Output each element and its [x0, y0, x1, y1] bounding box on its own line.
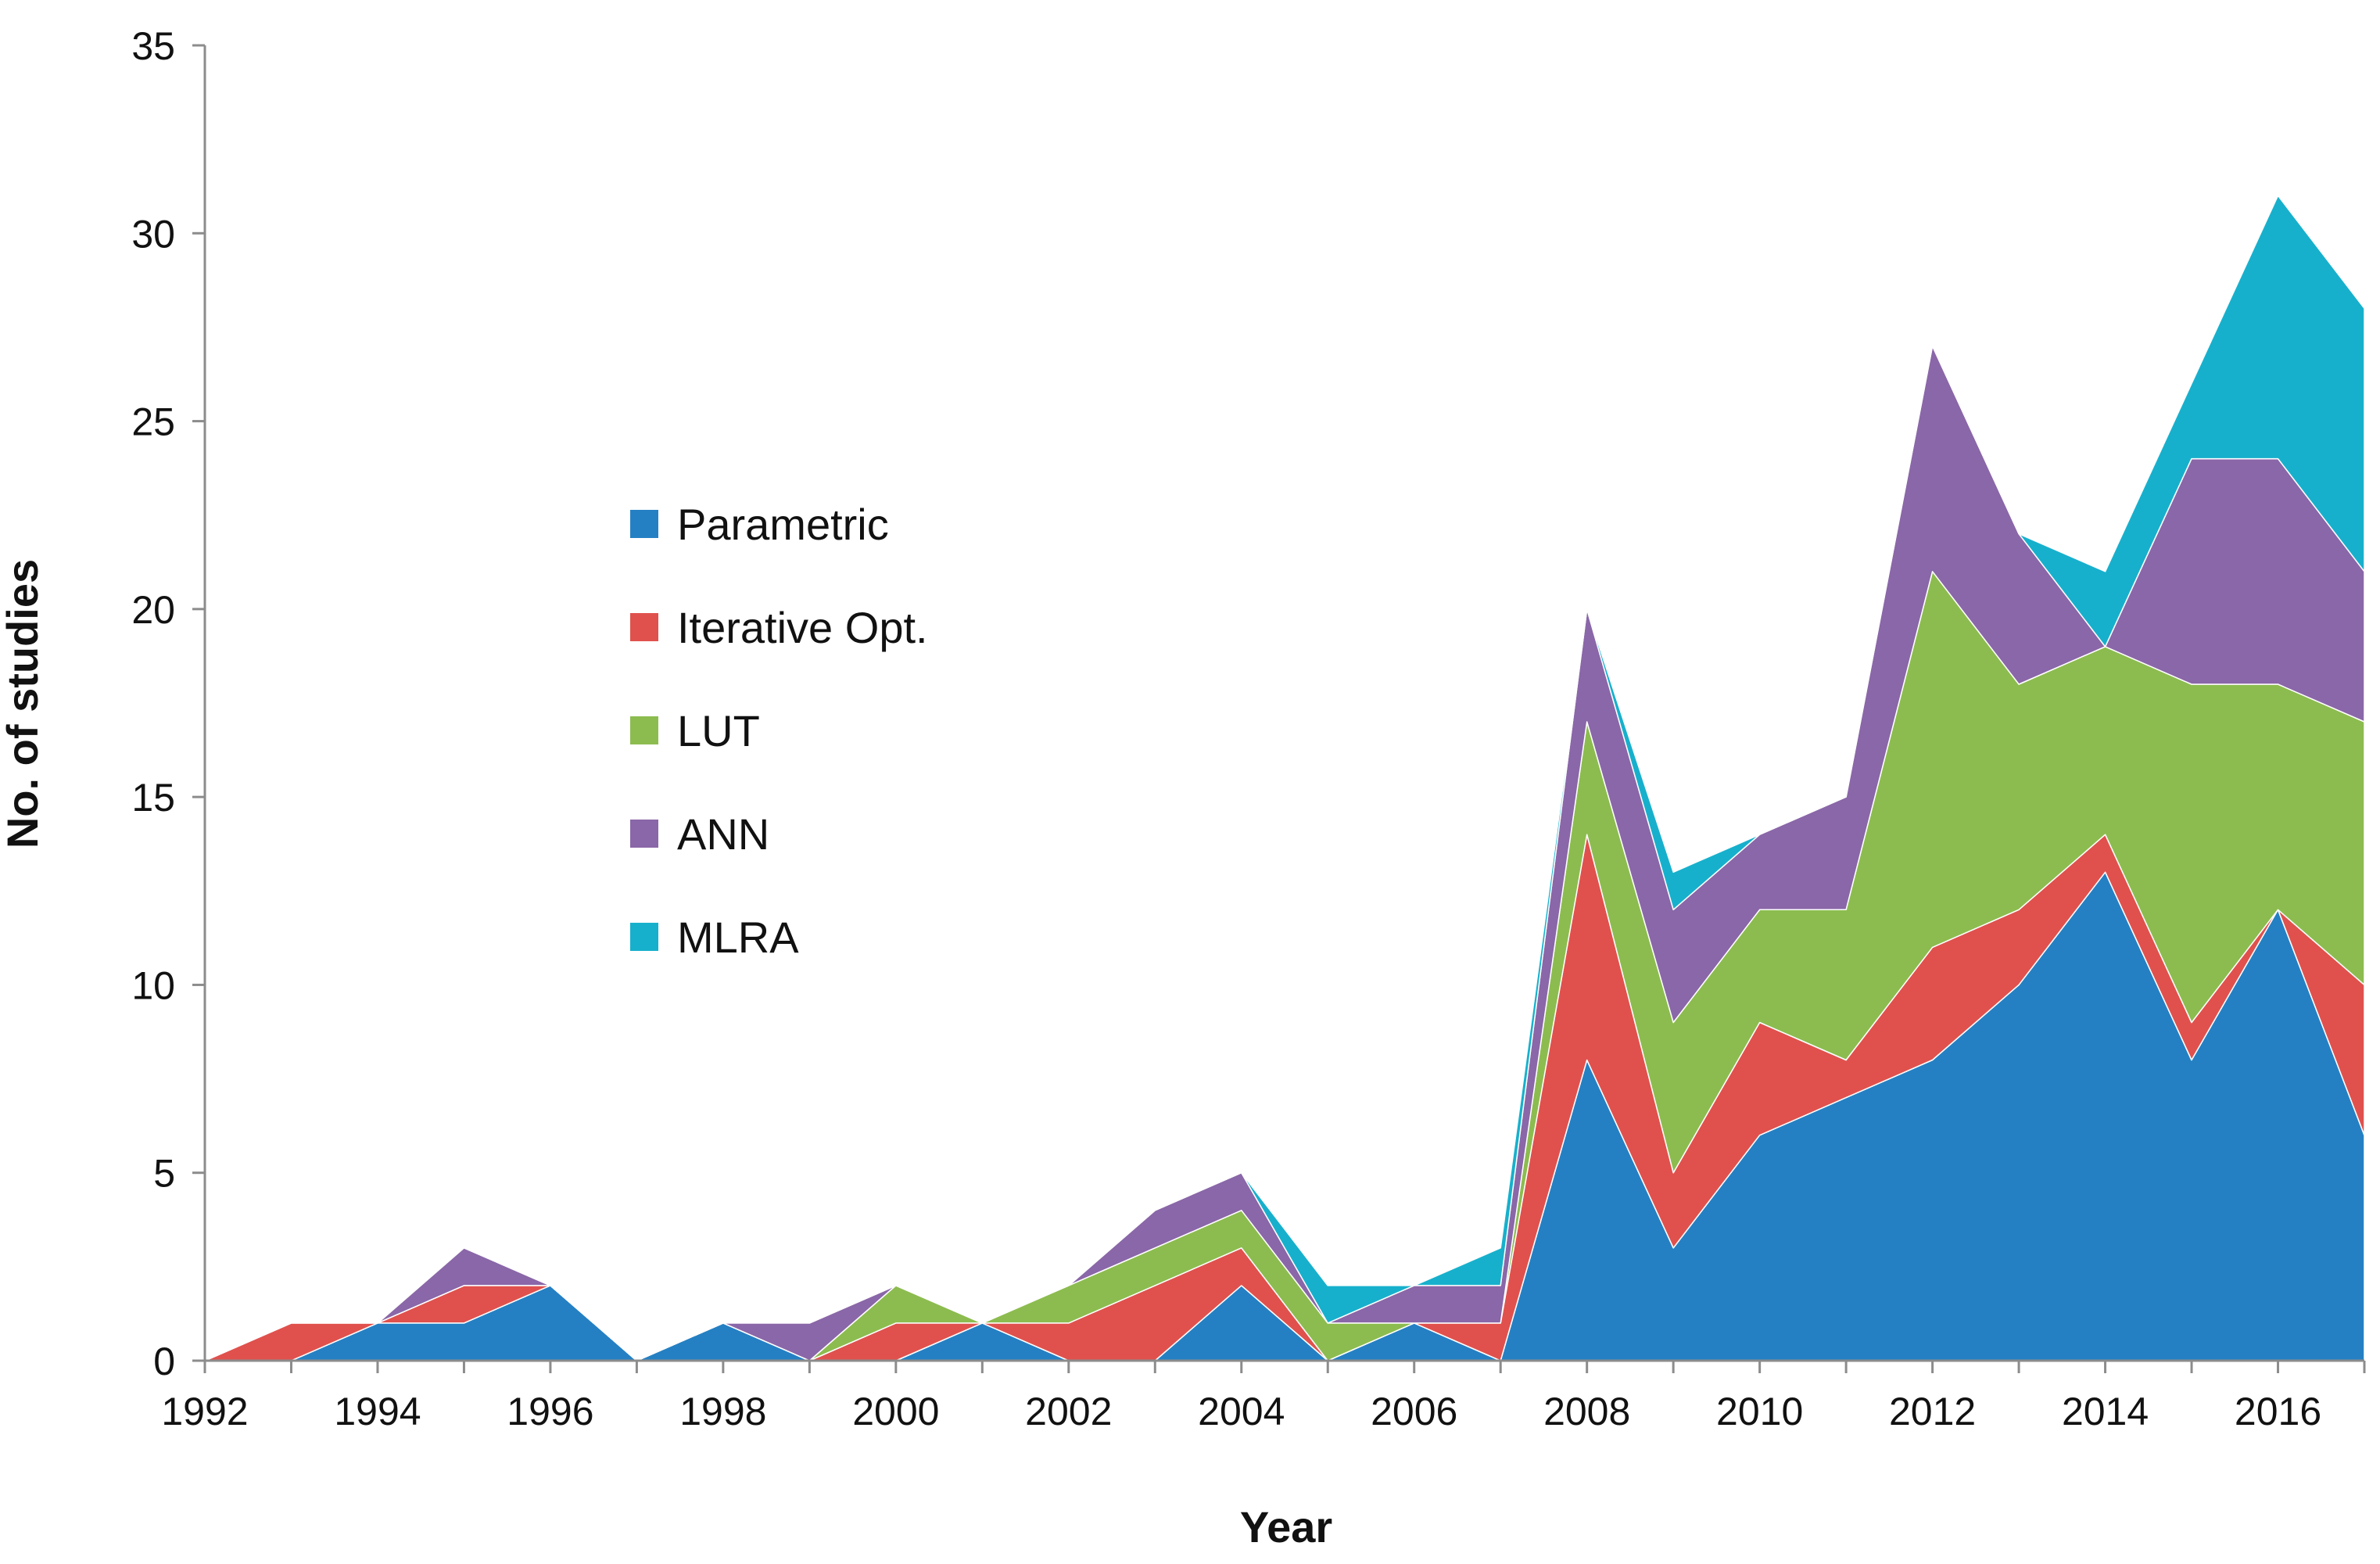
axes-group: [192, 44, 2366, 1373]
x-axis-title: Year: [1240, 1502, 1332, 1551]
x-tick-label: 2014: [2062, 1390, 2149, 1433]
x-tick-label: 1994: [334, 1390, 421, 1433]
y-tick-label: 35: [131, 24, 175, 68]
legend-swatch: [630, 510, 658, 538]
legend-swatch: [630, 923, 658, 951]
x-tick-label: 2004: [1198, 1390, 1285, 1433]
y-tick-label: 10: [131, 963, 175, 1007]
area-series-group: [204, 195, 2365, 1361]
y-tick-label: 20: [131, 588, 175, 632]
legend-label: Iterative Opt.: [677, 603, 928, 652]
area-mlra: [204, 195, 2365, 1361]
y-tick-label: 0: [153, 1340, 175, 1383]
legend-label: Parametric: [677, 500, 889, 549]
legend-label: LUT: [677, 706, 760, 755]
x-tick-label: 2012: [1889, 1390, 1976, 1433]
y-tick-label: 25: [131, 400, 175, 444]
x-tick-labels: 1992 1994 1996 1998 2000 2002 2004 2006 2008 2010…: [161, 1390, 2321, 1433]
y-tick-label: 30: [131, 212, 175, 256]
x-tick-label: 2008: [1543, 1390, 1630, 1433]
legend-swatch: [630, 820, 658, 848]
legend-swatch: [630, 613, 658, 641]
y-tick-labels: 0 5 10 15 20 25 30 35: [131, 24, 175, 1383]
legend-swatch: [630, 716, 658, 744]
x-tick-label: 2016: [2235, 1390, 2321, 1433]
x-tick-label: 2010: [1716, 1390, 1803, 1433]
x-tick-label: 1992: [161, 1390, 248, 1433]
x-tick-label: 2000: [852, 1390, 939, 1433]
legend: Parametric Iterative Opt. LUT ANN MLRA: [630, 500, 928, 962]
x-tick-label: 1996: [507, 1390, 593, 1433]
legend-label: MLRA: [677, 913, 799, 962]
y-axis-title: No. of studies: [0, 559, 47, 848]
legend-label: ANN: [677, 809, 769, 859]
x-tick-label: 1998: [679, 1390, 766, 1433]
y-tick-label: 15: [131, 776, 175, 820]
x-tick-label: 2006: [1371, 1390, 1457, 1433]
y-tick-label: 5: [153, 1152, 175, 1196]
x-tick-label: 2002: [1025, 1390, 1112, 1433]
